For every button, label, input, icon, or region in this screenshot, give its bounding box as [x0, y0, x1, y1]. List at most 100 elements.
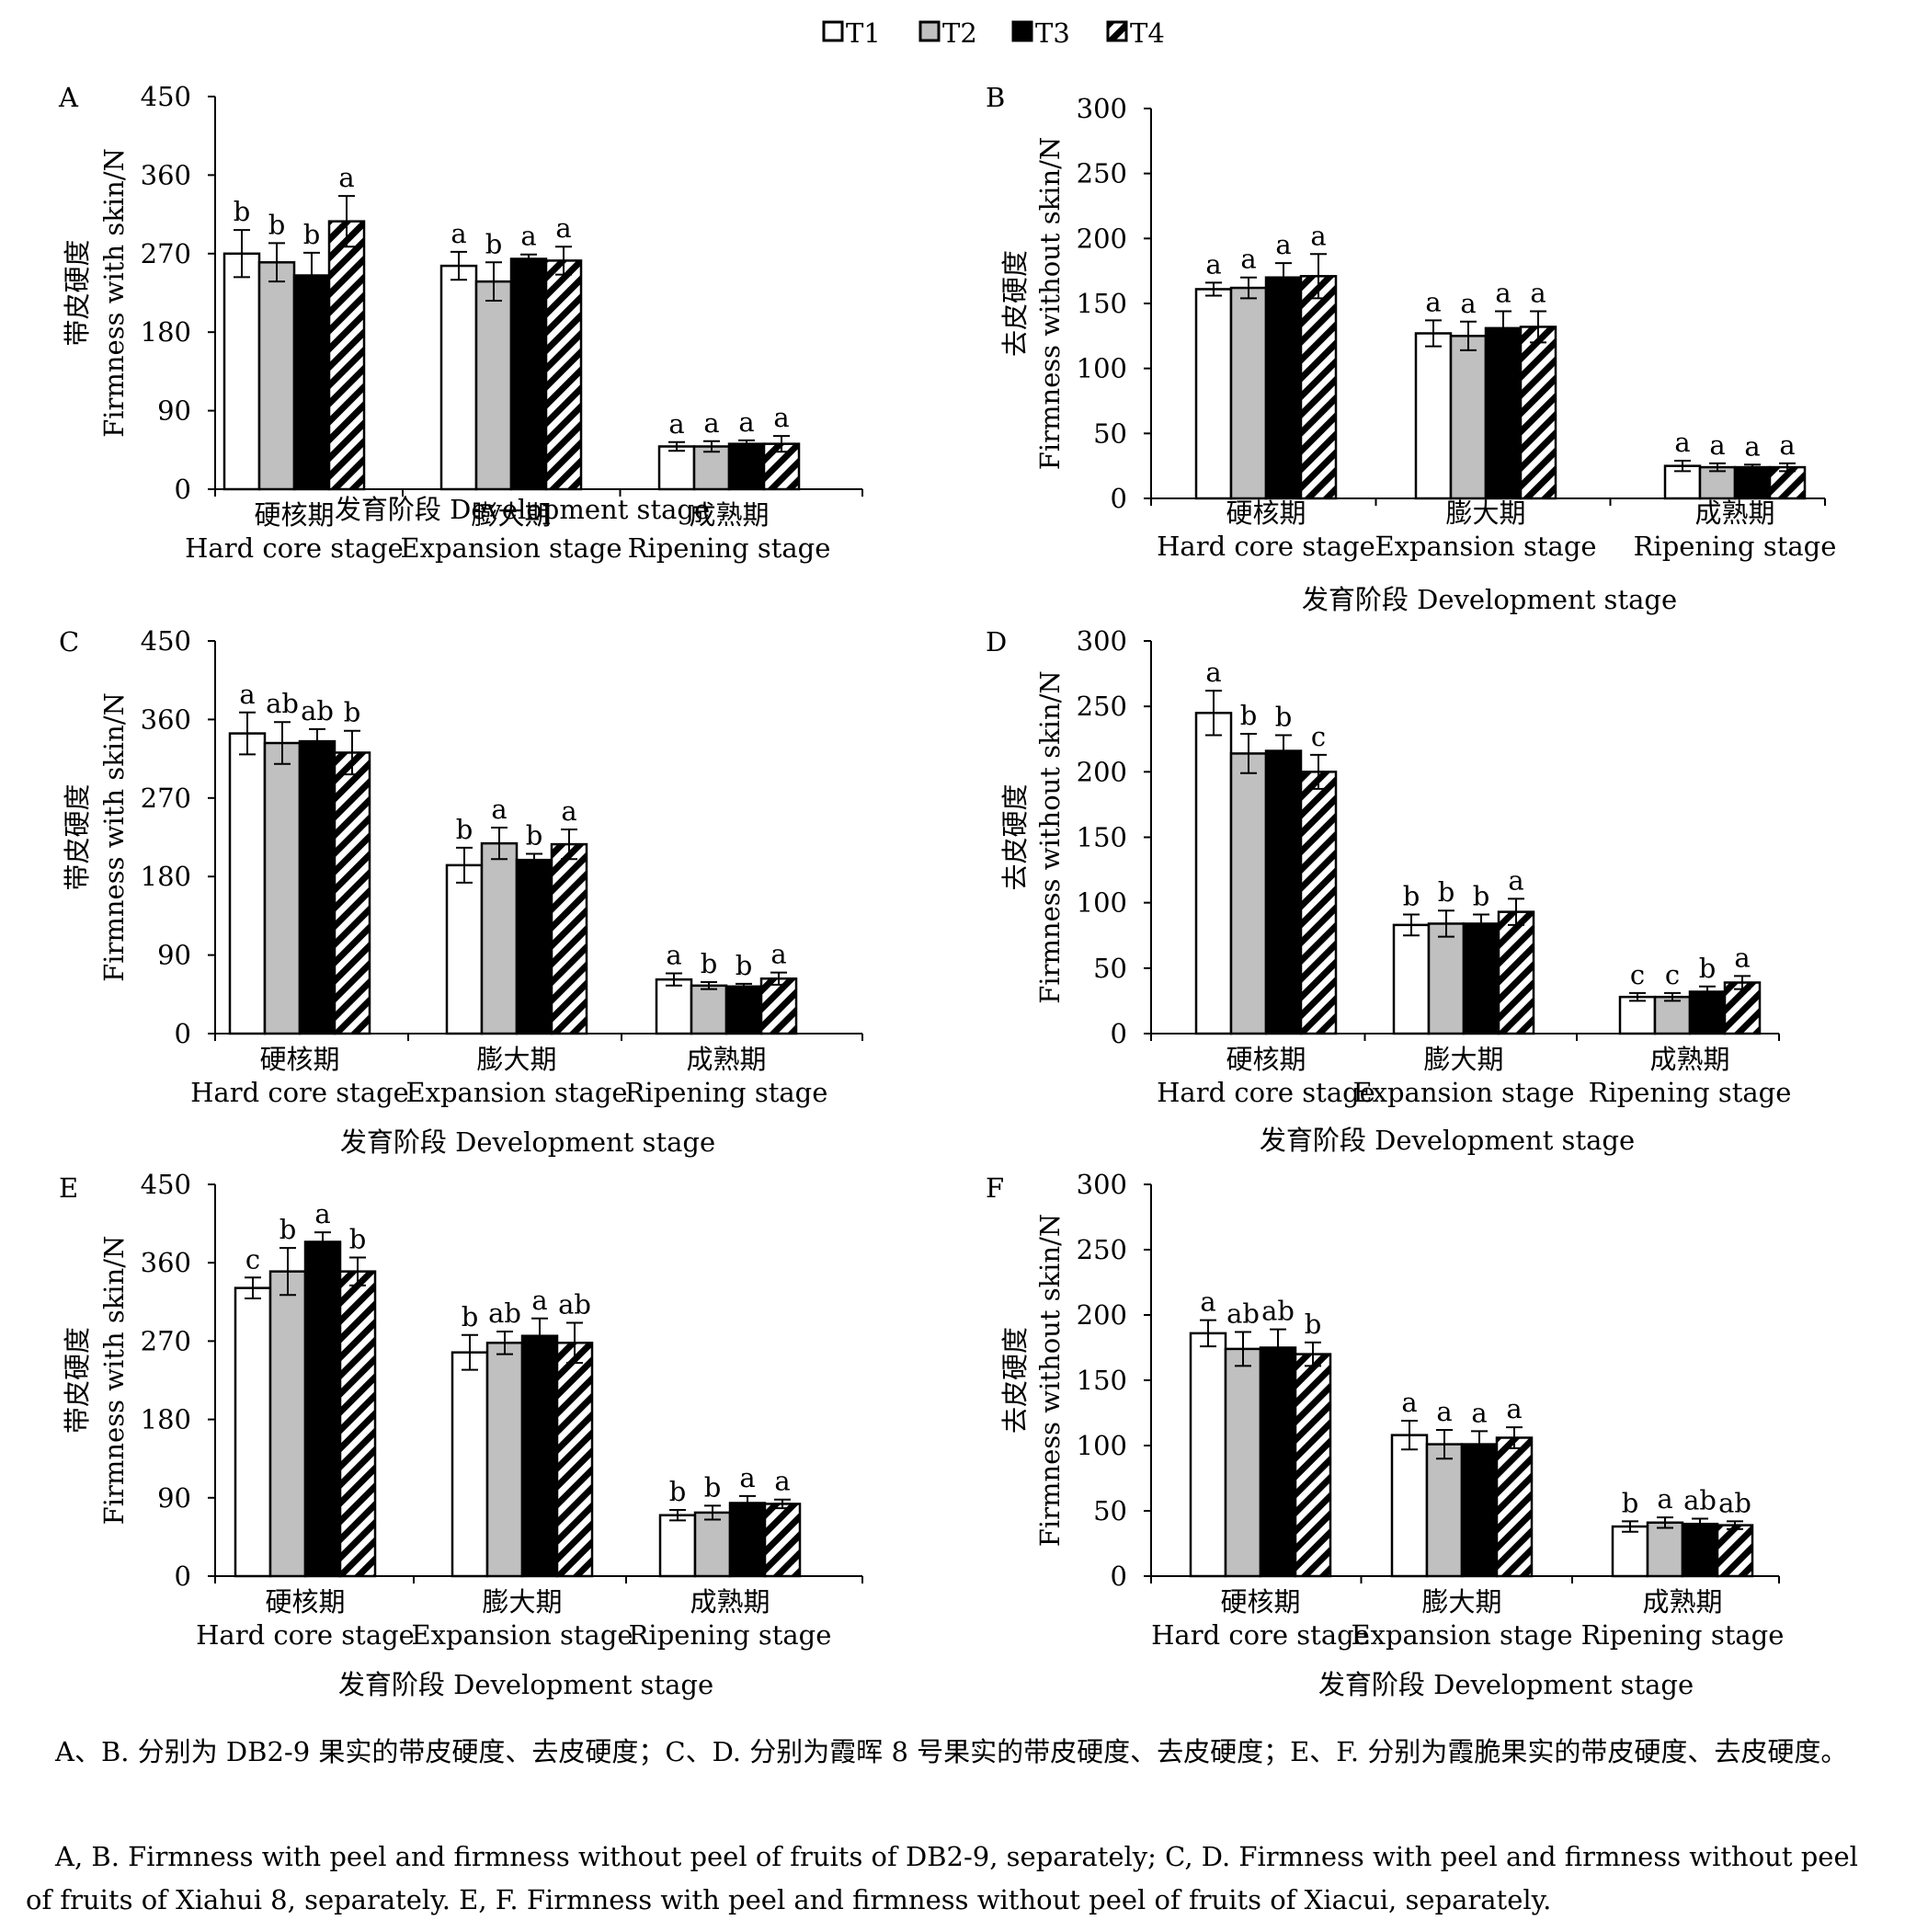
x-axis-label: 发育阶段 Development stage — [1302, 584, 1677, 615]
bar-T4-1 — [1299, 275, 1338, 500]
significance-letter: ab — [266, 688, 299, 719]
significance-letter: a — [451, 218, 466, 249]
bar-T2-3 — [693, 1511, 732, 1578]
significance-letter: a — [1240, 244, 1256, 275]
significance-letter: b — [1275, 701, 1293, 732]
significance-letter: c — [245, 1243, 260, 1275]
legend-label-T1: T1 — [846, 17, 881, 49]
y-tick-label: 180 — [141, 861, 191, 892]
y-axis-label-cn: 去皮硬度 — [999, 1327, 1031, 1434]
y-tick-label: 250 — [1077, 158, 1127, 189]
bar-T2-1 — [1229, 752, 1268, 1035]
bar-T2-3 — [1646, 1521, 1684, 1578]
bar-T4-1 — [1299, 771, 1338, 1035]
panel-F: F050100150200250300aababaaabaabbaab硬核期Ha… — [986, 1169, 1784, 1700]
x-axis-label: 发育阶段 Development stage — [338, 1669, 713, 1700]
bar-T1-3 — [658, 1514, 697, 1578]
bar-T4-3 — [763, 1503, 802, 1578]
category-label-cn: 成熟期 — [1649, 1044, 1729, 1075]
y-tick-label: 360 — [141, 159, 191, 190]
category-label-cn: 成熟期 — [689, 499, 769, 531]
category-label-cn: 硬核期 — [259, 1044, 339, 1075]
bar-T1-2 — [451, 1351, 489, 1578]
significance-letter: a — [703, 407, 719, 439]
significance-letter: a — [1401, 1387, 1417, 1418]
x-axis-label: 发育阶段 Development stage — [340, 1126, 715, 1158]
bar-T1-1 — [1194, 288, 1233, 500]
bar-T4-3 — [1716, 1524, 1754, 1578]
y-tick-label: 300 — [1077, 625, 1127, 657]
bar-T3-1 — [303, 1240, 342, 1578]
category-label-en: Expansion stage — [405, 1077, 627, 1108]
y-tick-label: 270 — [141, 1325, 191, 1356]
category-label-cn: 膨大期 — [1445, 497, 1525, 529]
significance-letter: a — [561, 795, 576, 827]
y-tick-label: 50 — [1093, 417, 1127, 449]
significance-letter: b — [279, 1214, 297, 1245]
category-label-cn: 膨大期 — [476, 1044, 556, 1075]
legend-label-T2: T2 — [942, 17, 977, 49]
bar-T3-2 — [1460, 1443, 1499, 1578]
y-tick-label: 90 — [157, 940, 191, 971]
bar-T3-3 — [1733, 465, 1772, 500]
bar-T1-2 — [1392, 923, 1431, 1035]
significance-letter: a — [1709, 429, 1725, 461]
significance-letter: a — [1744, 430, 1760, 462]
y-tick-label: 0 — [1111, 1560, 1127, 1592]
significance-letter: b — [1403, 880, 1420, 911]
panel-letter: F — [986, 1172, 1004, 1204]
significance-letter: a — [773, 402, 789, 433]
significance-letter: a — [1674, 427, 1690, 458]
significance-letter: b — [344, 697, 361, 728]
y-tick-label: 0 — [175, 1018, 191, 1049]
y-tick-label: 360 — [141, 1247, 191, 1278]
bar-T3-1 — [292, 274, 331, 491]
significance-letter: a — [491, 794, 507, 825]
significance-letter: a — [1506, 1393, 1522, 1424]
significance-letter: a — [739, 1462, 755, 1493]
bar-T2-1 — [257, 261, 296, 491]
y-tick-label: 90 — [157, 1482, 191, 1514]
y-tick-label: 360 — [141, 703, 191, 735]
bar-T1-3 — [655, 977, 693, 1035]
bar-T2-2 — [485, 1342, 524, 1578]
significance-letter: a — [1310, 220, 1326, 251]
y-tick-label: 0 — [175, 1560, 191, 1592]
bar-T4-1 — [338, 1270, 377, 1578]
y-tick-label: 0 — [175, 474, 191, 505]
bar-T1-2 — [1390, 1434, 1429, 1578]
significance-letter: ab — [301, 695, 334, 726]
significance-letter: a — [1530, 277, 1546, 308]
bar-T2-3 — [692, 445, 731, 491]
significance-letter: ab — [558, 1289, 591, 1320]
significance-letter: b — [485, 228, 503, 259]
y-tick-label: 180 — [141, 316, 191, 348]
category-label-en: Ripening stage — [625, 1077, 828, 1108]
category-label-cn: 成熟期 — [686, 1044, 766, 1075]
y-tick-label: 450 — [141, 81, 191, 112]
significance-letter: ab — [1261, 1296, 1295, 1327]
significance-letter: a — [1460, 288, 1476, 319]
bar-T1-1 — [234, 1286, 272, 1578]
y-tick-label: 100 — [1077, 887, 1127, 919]
bar-T3-2 — [515, 858, 553, 1035]
significance-letter: ab — [1718, 1487, 1751, 1518]
significance-letter: b — [526, 820, 543, 852]
bar-T4-2 — [1519, 326, 1557, 500]
category-label-cn: 成熟期 — [690, 1586, 770, 1618]
y-axis-label-en: Firmness with skin/N — [98, 148, 130, 438]
significance-letter: b — [1622, 1487, 1639, 1518]
significance-letter: a — [668, 408, 684, 440]
y-tick-label: 200 — [1077, 1299, 1127, 1331]
significance-letter: a — [774, 1466, 790, 1497]
x-axis-label: 发育阶段 Development stage — [1318, 1669, 1694, 1700]
significance-letter: b — [462, 1301, 479, 1332]
significance-letter: ab — [1226, 1298, 1260, 1329]
significance-letter: a — [1205, 657, 1221, 688]
bar-T3-2 — [1484, 326, 1523, 500]
significance-letter: b — [234, 196, 251, 227]
